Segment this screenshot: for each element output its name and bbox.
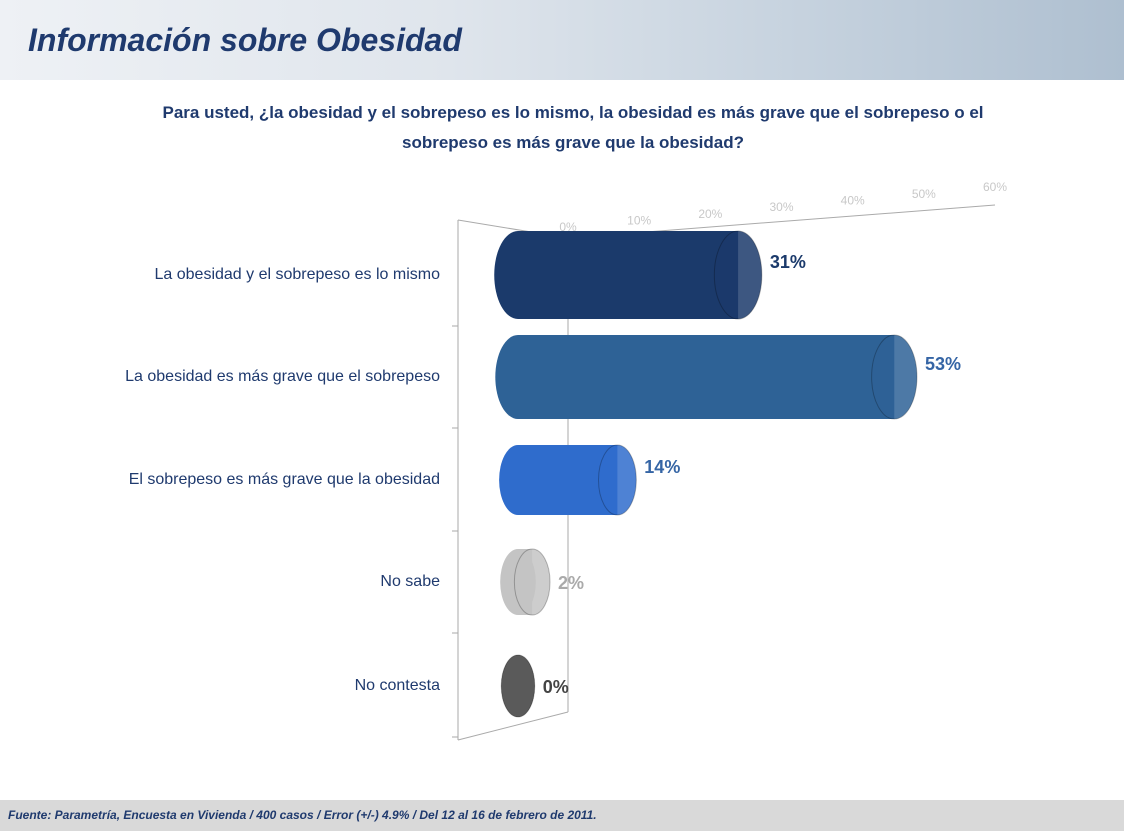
x-tick-label: 30%: [769, 200, 793, 214]
y-tick-label: El sobrepeso es más grave que la obesida…: [129, 471, 440, 488]
x-tick-label: 20%: [698, 207, 722, 221]
y-tick-label: La obesidad y el sobrepeso es lo mismo: [155, 266, 441, 283]
value-label: 0%: [543, 677, 569, 697]
x-tick-label: 10%: [627, 214, 651, 228]
value-label: 2%: [558, 573, 584, 593]
frame: [457, 711, 569, 741]
value-label: 31%: [770, 252, 806, 272]
value-label: 53%: [925, 354, 961, 374]
chart-title: Para usted, ¿la obesidad y el sobrepeso …: [162, 103, 984, 152]
bar-cap: [598, 444, 637, 516]
y-tick-label: La obesidad es más grave que el sobrepes…: [125, 368, 440, 385]
y-tick-label: No sabe: [380, 573, 440, 590]
bar-cap: [513, 548, 551, 616]
y-tick-label: No contesta: [355, 677, 440, 694]
x-tick-label: 0%: [559, 220, 577, 234]
source-note: Fuente: Parametría, Encuesta en Vivienda…: [8, 808, 597, 822]
bar: [518, 335, 895, 419]
bar: [518, 231, 739, 319]
value-label: 14%: [644, 457, 680, 477]
x-tick-label: 40%: [841, 194, 865, 208]
header-title: Información sobre Obesidad: [28, 22, 462, 58]
x-tick-label: 60%: [983, 180, 1007, 194]
bar-cap: [871, 334, 918, 420]
bar-cap: [500, 654, 536, 718]
bar-cap: [713, 230, 763, 320]
chart: 0% 10% 20% 30% 40% 50% 60% La obesidad y el sob…: [125, 180, 1007, 741]
footer: Fuente: Parametría, Encuesta en Vivienda…: [0, 800, 1124, 831]
banner: Información sobre Obesidad: [0, 0, 1124, 80]
x-tick-label: 50%: [912, 187, 936, 201]
